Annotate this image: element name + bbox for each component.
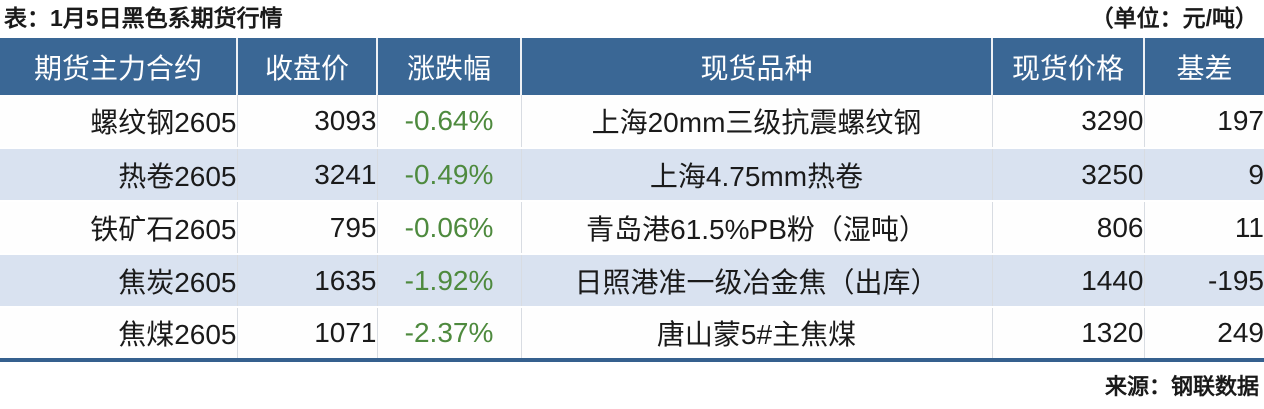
cell-spot: 上海4.75mm热卷 (520, 148, 992, 202)
futures-table: 期货主力合约 收盘价 涨跌幅 现货品种 现货价格 基差 螺纹钢2605 3093… (0, 38, 1264, 362)
unit-note: （单位：元/吨） (1090, 5, 1258, 32)
cell-basis: -195 (1143, 254, 1264, 308)
cell-basis: 9 (1143, 148, 1264, 202)
cell-basis: 249 (1143, 307, 1264, 360)
cell-close: 3093 (236, 95, 377, 149)
column-header-close: 收盘价 (236, 38, 377, 95)
column-header-change: 涨跌幅 (376, 38, 521, 95)
cell-spot: 上海20mm三级抗震螺纹钢 (520, 95, 992, 149)
cell-spot-price: 1320 (991, 307, 1144, 360)
page-title: 表：1月5日黑色系期货行情 (4, 5, 283, 32)
cell-spot-price: 3290 (991, 95, 1144, 149)
column-header-spot-price: 现货价格 (991, 38, 1144, 95)
source-note: 来源：钢联数据 (1104, 374, 1259, 399)
cell-basis: 197 (1143, 95, 1264, 149)
cell-spot: 唐山蒙5#主焦煤 (520, 307, 992, 360)
cell-close: 1071 (236, 307, 377, 360)
cell-contract: 焦煤2605 (118, 319, 237, 350)
cell-close: 1635 (236, 254, 377, 308)
footer: 来源：钢联数据 (0, 369, 1264, 401)
cell-change: -0.49% (376, 148, 521, 202)
cell-spot-price: 806 (991, 201, 1144, 255)
cell-spot-price: 1440 (991, 254, 1144, 308)
table-row: 焦炭2605 1635 -1.92% 日照港准一级冶金焦（出库） 1440 -1… (0, 254, 1264, 308)
table-row: 焦煤2605 1071 -2.37% 唐山蒙5#主焦煤 1320 249 (0, 307, 1264, 360)
cell-change: -0.64% (376, 95, 521, 149)
cell-spot: 青岛港61.5%PB粉（湿吨） (520, 201, 992, 255)
cell-contract: 铁矿石2605 (0, 201, 237, 255)
cell-change: -2.37% (376, 307, 521, 360)
column-header-spot: 现货品种 (520, 38, 992, 95)
cell-close: 3241 (236, 148, 377, 202)
cell-close: 795 (236, 201, 377, 255)
table-row: 热卷2605 3241 -0.49% 上海4.75mm热卷 3250 9 (0, 148, 1264, 202)
header-row: 期货主力合约 收盘价 涨跌幅 现货品种 现货价格 基差 (0, 38, 1264, 95)
cell-basis: 11 (1143, 201, 1264, 255)
cell-change: -1.92% (376, 254, 521, 308)
cell-spot-price: 3250 (991, 148, 1144, 202)
title-bar: 表：1月5日黑色系期货行情 （单位：元/吨） (0, 0, 1264, 38)
cell-spot: 日照港准一级冶金焦（出库） (520, 254, 992, 308)
cell-contract: 螺纹钢2605 (0, 95, 237, 149)
column-header-contract: 期货主力合约 (0, 38, 237, 95)
table-row: 螺纹钢2605 3093 -0.64% 上海20mm三级抗震螺纹钢 3290 1… (0, 95, 1264, 149)
cell-change: -0.06% (376, 201, 521, 255)
cell-contract: 焦炭2605 (0, 254, 237, 308)
column-header-basis: 基差 (1143, 38, 1264, 95)
cell-contract: 热卷2605 (0, 148, 237, 202)
table-row: 铁矿石2605 795 -0.06% 青岛港61.5%PB粉（湿吨） 806 1… (0, 201, 1264, 255)
